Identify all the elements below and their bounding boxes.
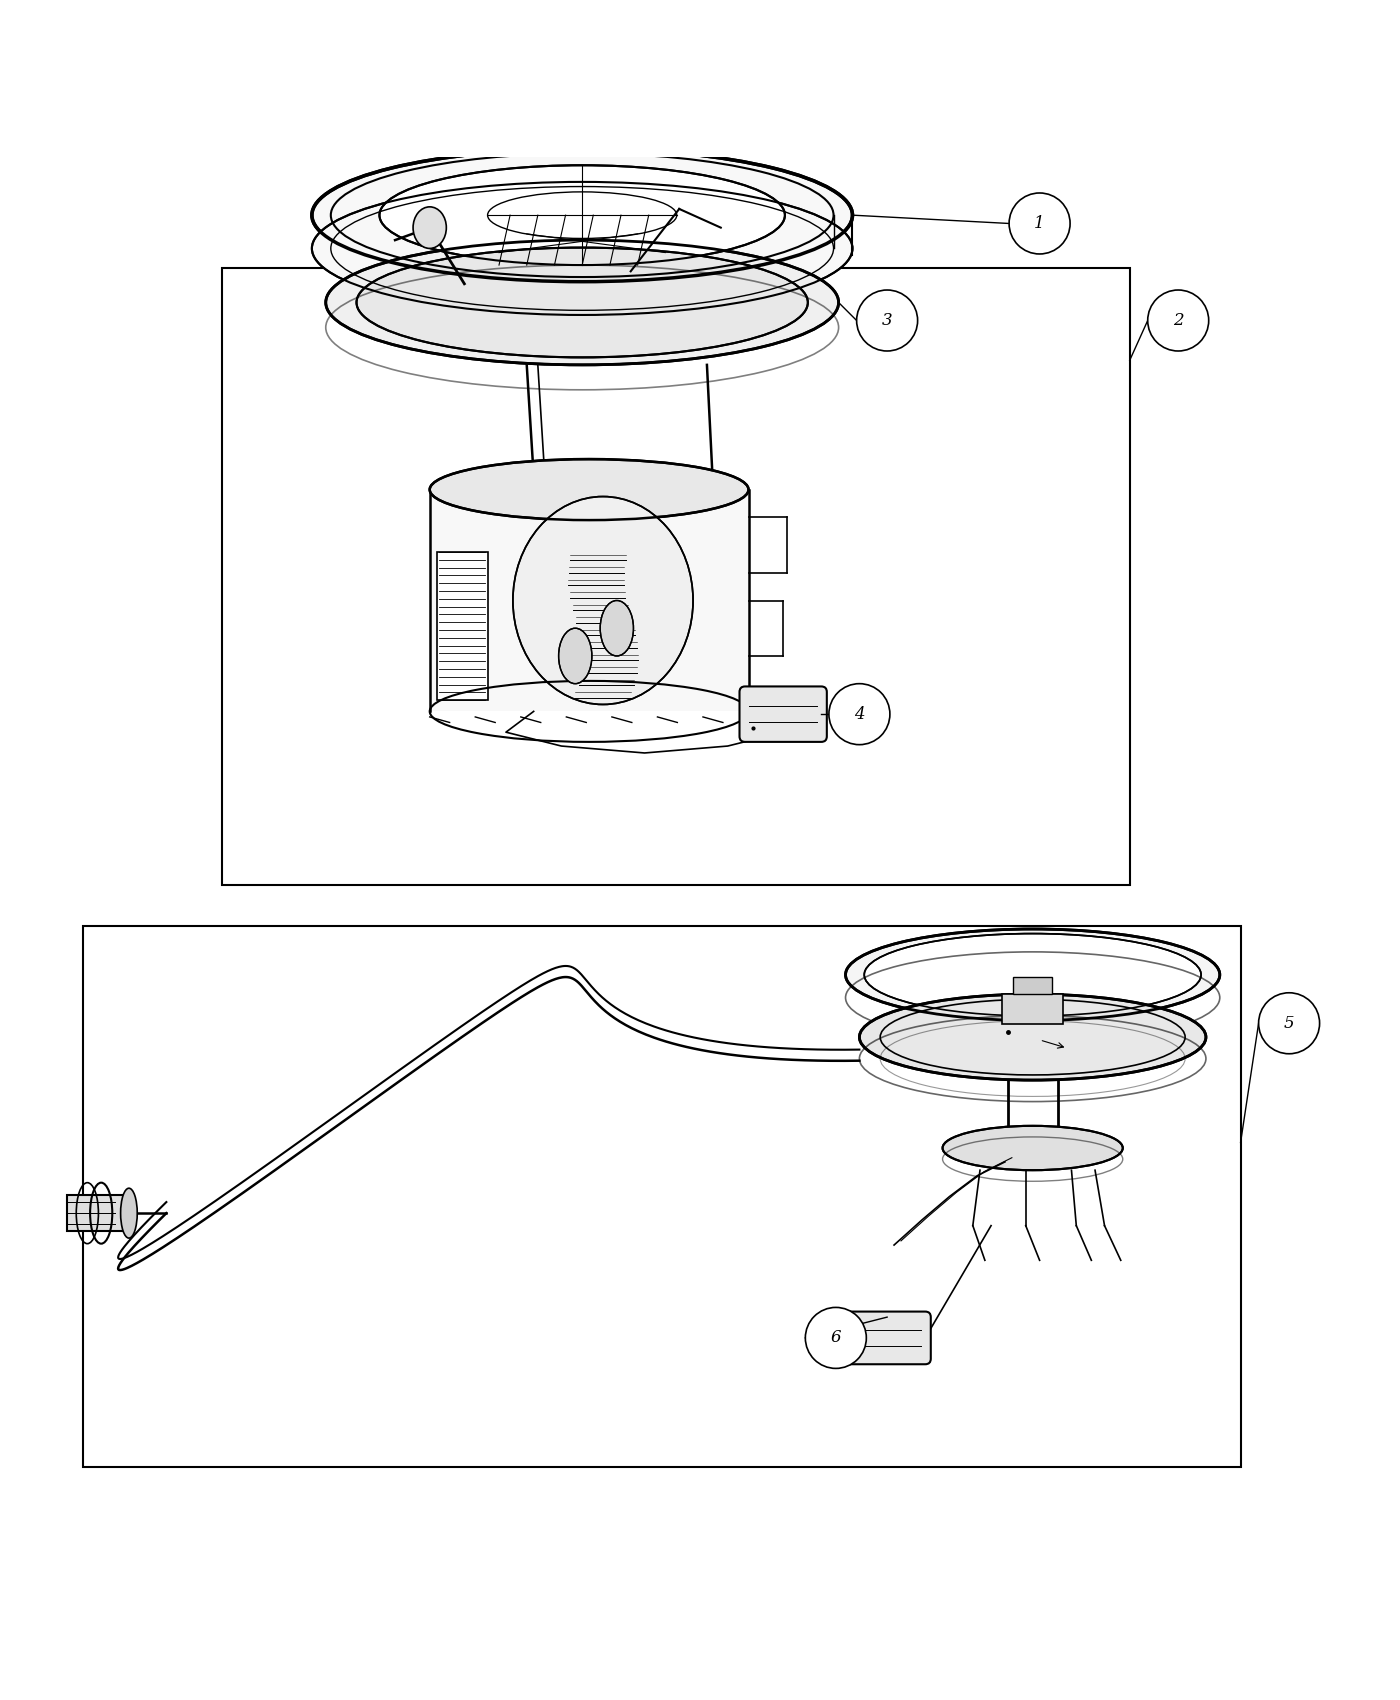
Bar	[83, 927, 1240, 1467]
Ellipse shape	[120, 1188, 137, 1238]
Ellipse shape	[512, 496, 693, 704]
Circle shape	[1009, 194, 1070, 253]
Ellipse shape	[942, 1125, 1123, 1170]
Bar	[221, 269, 1130, 884]
FancyBboxPatch shape	[739, 687, 827, 741]
Ellipse shape	[430, 459, 749, 520]
Ellipse shape	[312, 148, 853, 282]
Bar	[430, 490, 749, 711]
Text: 6: 6	[830, 1329, 841, 1346]
Bar	[67, 1195, 129, 1231]
Text: 4: 4	[854, 706, 865, 722]
Circle shape	[805, 1307, 867, 1368]
Text: 3: 3	[882, 313, 892, 330]
Bar	[1014, 977, 1051, 994]
Bar	[1002, 994, 1063, 1023]
Ellipse shape	[413, 207, 447, 248]
Ellipse shape	[312, 182, 853, 314]
Circle shape	[829, 683, 890, 745]
Text: 5: 5	[1284, 1015, 1295, 1032]
Bar	[437, 552, 489, 700]
Ellipse shape	[860, 994, 1205, 1080]
Ellipse shape	[864, 933, 1201, 1017]
Circle shape	[1148, 291, 1208, 350]
Ellipse shape	[379, 165, 785, 265]
FancyBboxPatch shape	[843, 1312, 931, 1363]
Circle shape	[1259, 993, 1320, 1054]
Ellipse shape	[326, 240, 839, 366]
Text: 1: 1	[1035, 214, 1044, 231]
Ellipse shape	[601, 600, 633, 656]
Ellipse shape	[846, 928, 1219, 1020]
Circle shape	[857, 291, 917, 350]
Ellipse shape	[559, 629, 592, 683]
Ellipse shape	[357, 248, 808, 357]
Text: 2: 2	[1173, 313, 1183, 330]
